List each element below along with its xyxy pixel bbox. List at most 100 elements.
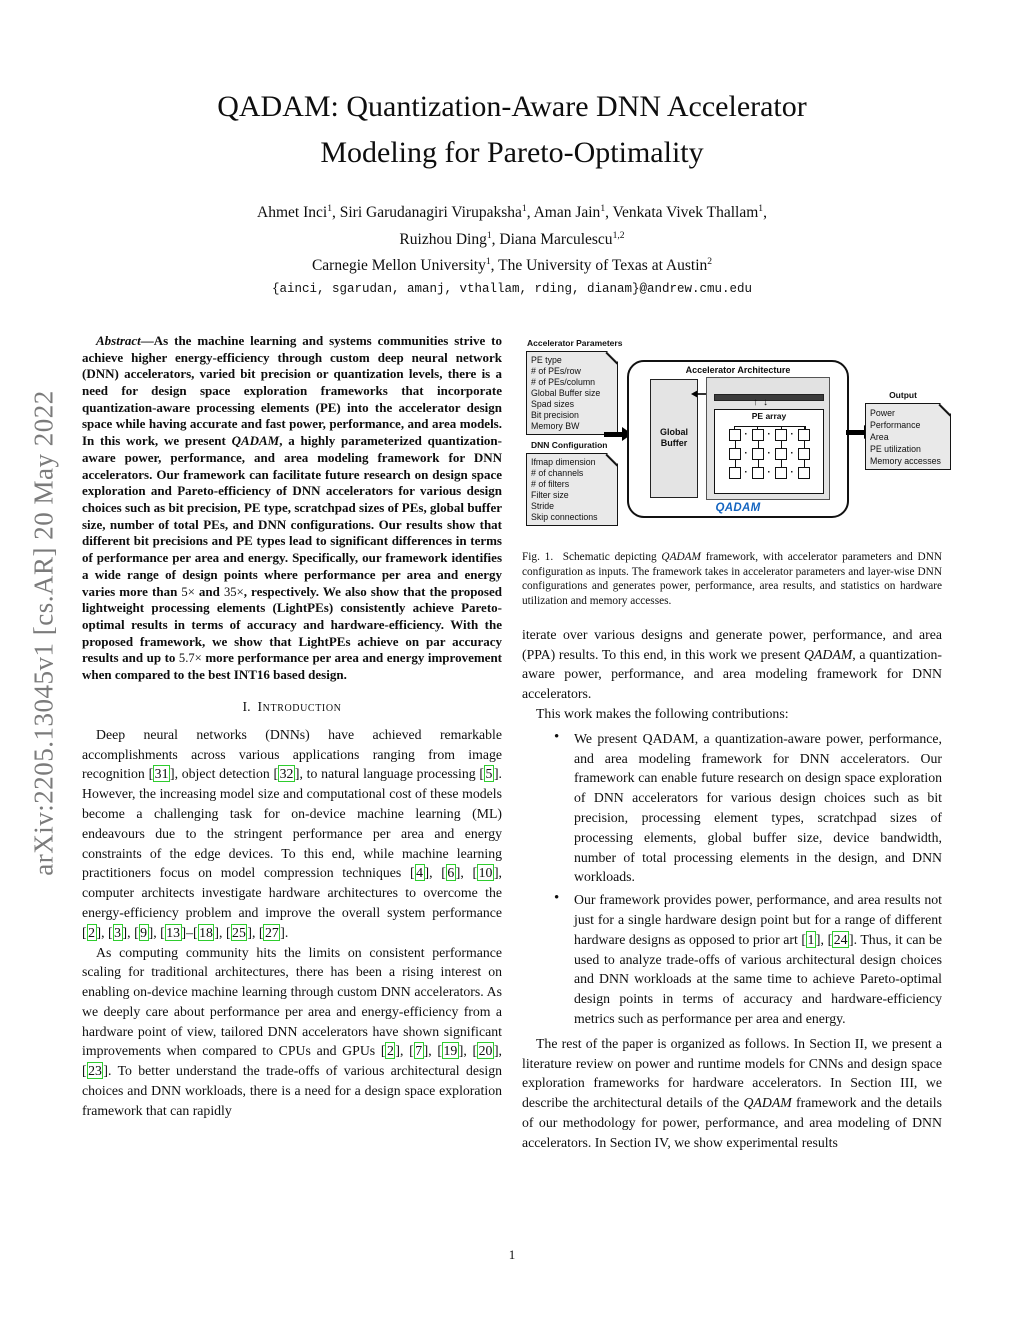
dnn-configuration-items: Ifmap dimension # of channels # of filters… — [531, 457, 613, 523]
citation-link[interactable]: 18 — [197, 923, 215, 941]
citation-link[interactable]: 27 — [263, 923, 281, 941]
accelerator-parameters-label: Accelerator Parameters — [527, 337, 623, 348]
pe-array-panel: ↑ ↓ PE array · · · · · · · · · — [706, 376, 830, 500]
page-number: 1 — [508, 1247, 516, 1262]
contribution-item: Our framework provides power, performanc… — [554, 889, 942, 1029]
fig-box-item: Global Buffer size — [531, 387, 601, 398]
pe-cell — [774, 428, 787, 449]
qadam-brand: QADAM — [715, 501, 761, 514]
input-arrow-icon — [604, 427, 632, 442]
paper-title: QADAM: Quantization-Aware DNN Accelerato… — [0, 84, 1024, 176]
pe-cell — [774, 466, 787, 479]
pe-cell — [728, 466, 741, 479]
fig-box-item: # of PEs/row — [531, 365, 581, 376]
citation-link[interactable]: 13 — [164, 923, 182, 941]
citation-link[interactable]: 6 — [445, 864, 456, 882]
pe-cell — [728, 447, 741, 468]
title-line-1: QADAM: Quantization-Aware DNN Accelerato… — [217, 90, 807, 123]
intro-paragraph-1: Deep neural networks (DNNs) have achieve… — [82, 726, 502, 941]
citation-link[interactable]: 20 — [477, 1042, 494, 1060]
author-block: Ahmet Inci1, Siri Garudanagiri Virupaksh… — [0, 198, 1024, 278]
citation-link[interactable]: 3 — [112, 923, 123, 941]
email-line: {ainci, sgarudan, amanj, vthallam, rding… — [271, 281, 753, 296]
contribution-item: We present QADAM, a quantization-aware p… — [554, 728, 942, 887]
left-column: Abstract—As the machine learning and sys… — [82, 333, 502, 1153]
pe-grid: · · · · · · · · · — [715, 428, 823, 486]
rightcol-paragraph-2: This work makes the following contributi… — [536, 705, 789, 721]
citation-link[interactable]: 9 — [138, 923, 149, 941]
figure-1-diagram: Accelerator Parameters PE type # of PEs/r… — [522, 333, 942, 541]
pe-cell — [774, 447, 787, 468]
fig-box-item: # of filters — [531, 478, 570, 489]
dnn-configuration-label: DNN Configuration — [531, 439, 608, 450]
output-items: Power Performance Area PE utilization Memory… — [870, 407, 946, 467]
output-arrow-icon — [846, 425, 874, 440]
pe-cell — [797, 428, 810, 449]
ellipsis-dot: · — [767, 447, 771, 459]
fig-box-item: # of channels — [531, 467, 584, 478]
fig-box-item: PE type — [531, 354, 562, 365]
arxiv-stamp: arXiv:2205.13045v1 [cs.AR] 20 May 2022 — [28, 390, 59, 876]
pe-cell — [751, 428, 764, 449]
fig-box-item: Spad sizes — [531, 398, 575, 409]
title-block: QADAM: Quantization-Aware DNN Accelerato… — [0, 0, 1024, 296]
ellipsis-dot: · — [767, 428, 771, 440]
global-buffer-box: Global Buffer — [650, 378, 698, 498]
citation-link[interactable]: 25 — [230, 923, 248, 941]
pe-cell — [751, 447, 764, 468]
ellipsis-dot: · — [744, 428, 748, 440]
citation-link[interactable]: 4 — [414, 864, 425, 882]
ellipsis-dot: · — [744, 466, 748, 478]
ellipsis-dot: · — [744, 447, 748, 459]
pe-row: · · · — [715, 447, 823, 468]
citation-link[interactable]: 32 — [278, 765, 295, 783]
pe-cell — [797, 466, 810, 479]
right-column: Accelerator Parameters PE type # of PEs/r… — [522, 333, 942, 1153]
abstract-paragraph: Abstract—As the machine learning and sys… — [82, 332, 503, 683]
citation-link[interactable]: 7 — [413, 1042, 424, 1060]
citation-link[interactable]: 5 — [484, 765, 494, 783]
section-number: I. — [242, 698, 251, 714]
down-arrow-icon: ↓ — [763, 396, 768, 408]
citation-link[interactable]: 31 — [153, 765, 170, 783]
pe-cell — [797, 447, 810, 468]
accelerator-parameters-box: PE type # of PEs/row # of PEs/column Global… — [526, 351, 618, 435]
fig-box-item: Performance — [870, 419, 921, 430]
citation-link[interactable]: 10 — [477, 864, 494, 882]
fig-box-item: Power — [870, 407, 895, 418]
rightcol-paragraph-3: The rest of the paper is organized as fo… — [522, 1035, 942, 1150]
author-line-1: Ahmet Inci1, Siri Garudanagiri Virupaksh… — [257, 203, 767, 222]
section-title: Introduction — [257, 698, 342, 714]
citation-link[interactable]: 23 — [86, 1062, 104, 1080]
citation-link[interactable]: 2 — [86, 923, 97, 941]
dnn-configuration-box: Ifmap dimension # of channels # of filters… — [526, 453, 618, 526]
title-line-2: Modeling for Pareto-Optimality — [320, 136, 704, 169]
fig-box-item: PE utilization — [870, 443, 921, 454]
fig-box-item: Skip connections — [531, 511, 598, 522]
citation-link[interactable]: 2 — [385, 1042, 396, 1060]
citation-link[interactable]: 24 — [832, 930, 849, 948]
accelerator-architecture-box: Accelerator Architecture Global Buffer ↑… — [627, 359, 849, 518]
fig-box-item: Memory accesses — [870, 455, 941, 466]
rightcol-paragraph-1: iterate over various designs and generat… — [522, 626, 943, 702]
ellipsis-dot: · — [790, 466, 794, 478]
fig-box-item: Filter size — [531, 489, 569, 500]
figure-1-caption: Fig. 1. Schematic depicting QADAM framew… — [522, 550, 943, 608]
bus-bar — [714, 393, 824, 401]
affiliation-line: Carnegie Mellon University1, The Univers… — [311, 256, 713, 275]
pe-cell — [728, 428, 741, 449]
accelerator-parameters-items: PE type # of PEs/row # of PEs/column Global… — [531, 355, 613, 432]
output-box: Power Performance Area PE utilization Memory… — [865, 403, 951, 470]
fig-box-item: Memory BW — [531, 420, 580, 431]
contributions-list: We present QADAM, a quantization-aware p… — [522, 728, 942, 1029]
fig-box-item: # of PEs/column — [531, 376, 596, 387]
citation-link[interactable]: 19 — [441, 1042, 459, 1060]
ellipsis-dot: · — [790, 447, 794, 459]
author-line-2: Ruizhou Ding1, Diana Marculescu1,2 — [399, 229, 625, 248]
up-arrow-icon: ↑ — [753, 396, 758, 408]
citation-link[interactable]: 1 — [806, 930, 816, 948]
fig-box-item: Area — [870, 431, 889, 442]
pe-row: · · · — [715, 428, 823, 449]
fig-box-item: Ifmap dimension — [531, 456, 596, 467]
